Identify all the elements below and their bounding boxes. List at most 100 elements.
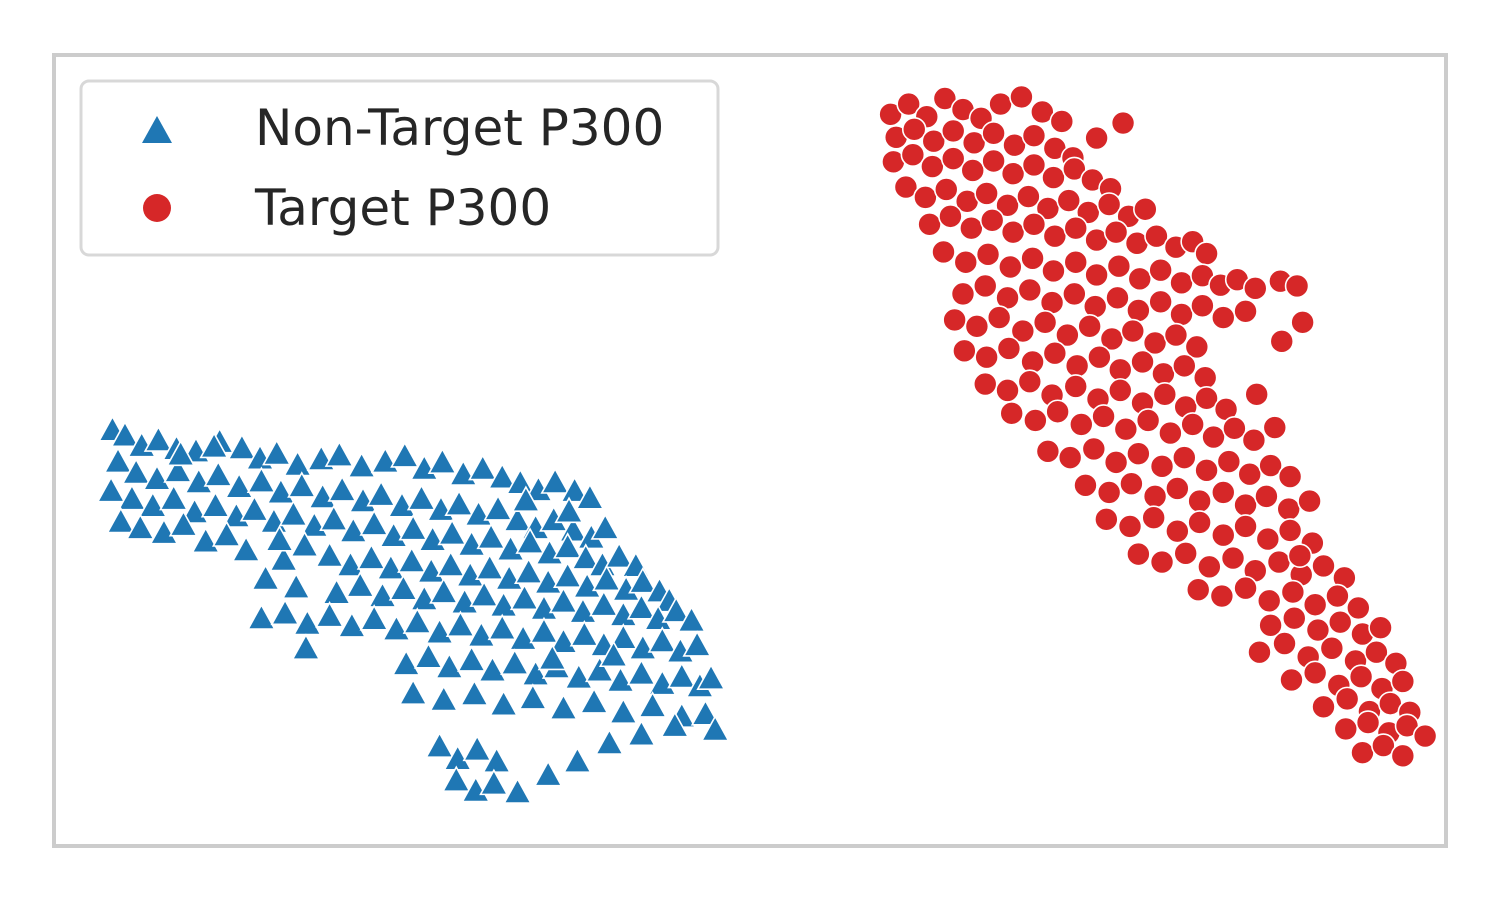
non-target-point bbox=[106, 506, 136, 534]
target-point bbox=[1244, 382, 1269, 407]
target-point bbox=[959, 215, 984, 241]
target-point bbox=[1126, 541, 1151, 567]
non-target-point bbox=[445, 610, 476, 637]
non-target-point bbox=[548, 586, 579, 614]
scatter-points bbox=[96, 84, 1438, 804]
legend-label-non-target: Non-Target P300 bbox=[255, 99, 664, 157]
target-point bbox=[1290, 310, 1315, 335]
non-target-point bbox=[515, 527, 545, 554]
non-target-point bbox=[289, 530, 320, 558]
non-target-point bbox=[511, 485, 541, 513]
target-point bbox=[1197, 554, 1222, 580]
target-point bbox=[1169, 270, 1194, 296]
target-point bbox=[995, 192, 1020, 218]
non-target-point bbox=[441, 765, 471, 793]
non-target-point bbox=[676, 605, 707, 633]
target-point bbox=[1062, 281, 1087, 307]
target-point bbox=[1280, 579, 1306, 605]
non-target-point bbox=[591, 564, 622, 592]
target-point bbox=[1096, 480, 1122, 505]
target-point bbox=[1000, 219, 1026, 245]
target-point bbox=[974, 181, 999, 206]
target-point bbox=[1149, 549, 1175, 575]
non-target-point bbox=[608, 623, 638, 650]
target-point bbox=[1185, 577, 1211, 603]
target-point bbox=[1141, 505, 1166, 531]
non-target-point bbox=[163, 456, 193, 483]
target-point bbox=[995, 378, 1020, 403]
target-point bbox=[1096, 192, 1122, 217]
target-point bbox=[1233, 514, 1258, 539]
target-point bbox=[1000, 161, 1026, 186]
target-point bbox=[952, 338, 977, 364]
target-point bbox=[1187, 488, 1212, 514]
non-target-point bbox=[398, 678, 428, 706]
target-point bbox=[1057, 445, 1083, 470]
non-target-point bbox=[402, 607, 432, 634]
target-point bbox=[1216, 449, 1242, 474]
non-target-point bbox=[466, 620, 496, 648]
target-point bbox=[1135, 408, 1161, 433]
target-point bbox=[960, 158, 986, 183]
target-point bbox=[1172, 445, 1197, 470]
non-target-point bbox=[569, 619, 600, 647]
non-target-point bbox=[337, 611, 367, 638]
non-target-point bbox=[264, 525, 295, 552]
non-target-point bbox=[203, 460, 233, 487]
target-point bbox=[1030, 99, 1055, 125]
non-target-point bbox=[488, 689, 519, 717]
non-target-point bbox=[436, 550, 466, 577]
target-point bbox=[1222, 416, 1247, 441]
target-point bbox=[942, 307, 967, 333]
non-target-point bbox=[456, 645, 487, 672]
target-point bbox=[1091, 404, 1116, 429]
target-point bbox=[986, 305, 1012, 330]
target-point bbox=[1333, 716, 1359, 742]
non-target-point bbox=[661, 596, 691, 623]
non-target-point bbox=[696, 663, 726, 690]
non-target-point bbox=[224, 472, 254, 499]
target-point bbox=[896, 91, 921, 117]
non-target-point bbox=[246, 466, 277, 494]
target-point bbox=[1255, 526, 1281, 552]
target-point bbox=[1103, 450, 1129, 475]
legend-marker-target bbox=[143, 194, 171, 222]
target-point bbox=[1192, 365, 1218, 391]
target-point bbox=[1081, 436, 1107, 462]
non-target-point bbox=[690, 699, 721, 726]
non-target-point bbox=[579, 687, 609, 714]
target-point bbox=[1158, 420, 1183, 446]
target-point bbox=[1142, 484, 1168, 509]
non-target-point bbox=[409, 584, 439, 611]
target-point bbox=[1021, 123, 1047, 148]
target-point bbox=[1148, 289, 1173, 315]
non-target-point bbox=[456, 529, 487, 557]
target-point bbox=[1032, 310, 1058, 335]
non-target-point bbox=[345, 570, 375, 598]
target-point bbox=[988, 91, 1013, 117]
non-target-point bbox=[121, 457, 151, 485]
target-point bbox=[1107, 357, 1133, 383]
legend-marker-non-target bbox=[142, 116, 172, 143]
target-point bbox=[1016, 184, 1041, 209]
target-point bbox=[1190, 293, 1215, 319]
target-point bbox=[1045, 399, 1070, 425]
target-point bbox=[1311, 553, 1336, 579]
non-target-point bbox=[562, 746, 593, 774]
target-point bbox=[1327, 609, 1353, 635]
target-point bbox=[964, 314, 990, 339]
legend-label-target: Target P300 bbox=[254, 179, 551, 237]
non-target-point bbox=[287, 471, 317, 498]
target-point bbox=[1305, 617, 1331, 643]
non-target-point bbox=[487, 462, 517, 490]
target-point bbox=[1062, 156, 1087, 182]
target-point bbox=[1151, 361, 1176, 387]
non-target-point bbox=[469, 580, 499, 607]
target-point bbox=[1130, 349, 1155, 375]
non-target-point bbox=[508, 623, 538, 651]
target-point bbox=[1233, 575, 1258, 601]
non-target-point bbox=[278, 499, 309, 527]
target-point bbox=[953, 249, 979, 275]
target-point bbox=[1256, 588, 1282, 614]
